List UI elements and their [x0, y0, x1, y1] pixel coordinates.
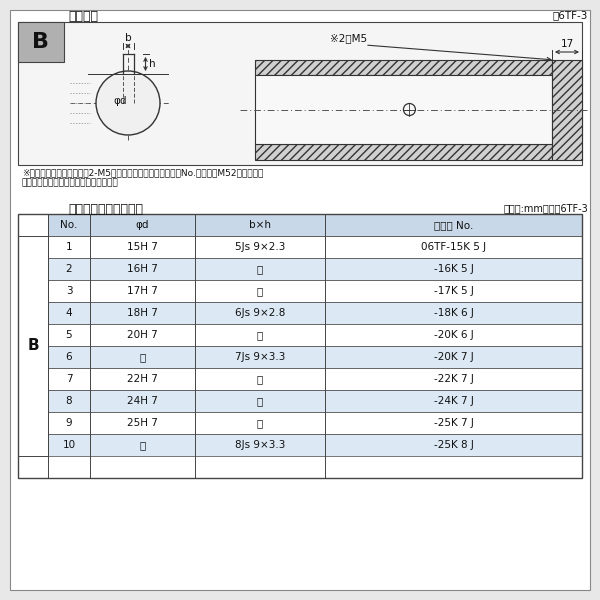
Text: 17: 17 [560, 39, 574, 49]
Bar [48, 258, 582, 280]
Text: （単位:mm）　表6TF-3: （単位:mm） 表6TF-3 [503, 203, 588, 213]
Bar [18, 22, 64, 62]
Text: 8Js 9×3.3: 8Js 9×3.3 [235, 440, 285, 450]
Text: 10: 10 [62, 440, 76, 450]
Text: -16K 5 J: -16K 5 J [434, 264, 473, 274]
Text: 22H 7: 22H 7 [127, 374, 158, 384]
Text: -25K 8 J: -25K 8 J [434, 440, 473, 450]
Text: -22K 7 J: -22K 7 J [434, 374, 473, 384]
Bar [18, 22, 582, 165]
Bar [255, 75, 552, 144]
Text: 8: 8 [65, 396, 73, 406]
Text: 「: 「 [257, 396, 263, 406]
Text: 15H 7: 15H 7 [127, 242, 158, 252]
Bar [48, 302, 582, 324]
Text: No.: No. [61, 220, 77, 230]
Text: -20K 7 J: -20K 7 J [434, 352, 473, 362]
Text: -18K 6 J: -18K 6 J [434, 308, 473, 318]
Text: 9: 9 [65, 418, 73, 428]
Text: φd: φd [113, 96, 127, 106]
Text: φd: φd [136, 220, 149, 230]
Text: 「: 「 [139, 440, 146, 450]
Text: 4: 4 [65, 308, 73, 318]
Text: ※2－M5: ※2－M5 [330, 33, 367, 43]
Text: 6: 6 [65, 352, 73, 362]
Text: 3: 3 [65, 286, 73, 296]
Text: 6Js 9×2.8: 6Js 9×2.8 [235, 308, 285, 318]
Text: -17K 5 J: -17K 5 J [434, 286, 473, 296]
Bar [48, 236, 582, 258]
Bar [48, 346, 582, 368]
Bar [18, 236, 48, 456]
Bar [48, 390, 582, 412]
Bar [18, 214, 582, 478]
Text: 「: 「 [257, 286, 263, 296]
Bar [48, 368, 582, 390]
Text: -24K 7 J: -24K 7 J [434, 396, 473, 406]
Text: ※セットボルト用タップ（2-M5）が必要な場合は右記コードNo.の末尾にM52を付ける。: ※セットボルト用タップ（2-M5）が必要な場合は右記コードNo.の末尾にM52を… [22, 168, 263, 177]
Text: B: B [32, 32, 49, 52]
Text: 06TF-15K 5 J: 06TF-15K 5 J [421, 242, 486, 252]
Bar [255, 144, 552, 160]
Text: 「: 「 [257, 418, 263, 428]
Bar [255, 60, 552, 75]
Text: 5Js 9×2.3: 5Js 9×2.3 [235, 242, 285, 252]
Text: 1: 1 [65, 242, 73, 252]
Text: 2: 2 [65, 264, 73, 274]
Bar [48, 412, 582, 434]
Bar [48, 324, 582, 346]
Text: 17H 7: 17H 7 [127, 286, 158, 296]
Text: 5: 5 [65, 330, 73, 340]
Bar [48, 280, 582, 302]
Text: 「: 「 [257, 374, 263, 384]
Text: コード No.: コード No. [434, 220, 473, 230]
Bar [48, 214, 582, 236]
Text: b: b [125, 33, 131, 43]
Bar [48, 434, 582, 456]
Text: 図6TF-3: 図6TF-3 [553, 10, 588, 20]
Text: （セットボルトは付属されています。）: （セットボルトは付属されています。） [22, 178, 119, 187]
Text: 7Js 9×3.3: 7Js 9×3.3 [235, 352, 285, 362]
Text: 軸穴形状: 軸穴形状 [68, 10, 98, 23]
Bar [552, 60, 582, 160]
Circle shape [96, 71, 160, 135]
Text: 「: 「 [257, 264, 263, 274]
Text: -20K 6 J: -20K 6 J [434, 330, 473, 340]
Text: 「: 「 [257, 330, 263, 340]
Text: -25K 7 J: -25K 7 J [434, 418, 473, 428]
Text: 「: 「 [139, 352, 146, 362]
Text: 24H 7: 24H 7 [127, 396, 158, 406]
Text: 20H 7: 20H 7 [127, 330, 158, 340]
Text: 7: 7 [65, 374, 73, 384]
Text: 16H 7: 16H 7 [127, 264, 158, 274]
Text: B: B [27, 338, 39, 353]
Text: 軸穴形状コード一覧表: 軸穴形状コード一覧表 [68, 203, 143, 216]
Text: 25H 7: 25H 7 [127, 418, 158, 428]
Text: 18H 7: 18H 7 [127, 308, 158, 318]
Text: b×h: b×h [249, 220, 271, 230]
Text: h: h [149, 59, 156, 69]
